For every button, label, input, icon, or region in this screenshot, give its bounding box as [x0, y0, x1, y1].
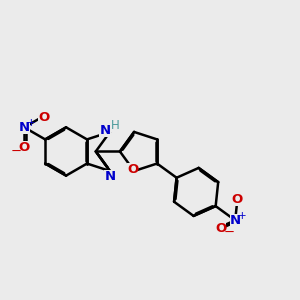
Text: +: + [238, 211, 247, 221]
Text: N: N [104, 170, 116, 183]
Text: O: O [232, 194, 243, 206]
Text: O: O [127, 163, 138, 176]
Text: N: N [19, 121, 30, 134]
Text: O: O [19, 141, 30, 154]
Text: O: O [215, 222, 226, 235]
Text: +: + [27, 118, 36, 128]
Text: −: − [224, 226, 235, 239]
Text: N: N [230, 214, 241, 227]
Text: O: O [38, 111, 49, 124]
Text: H: H [111, 119, 120, 132]
Text: −: − [11, 145, 22, 158]
Text: N: N [99, 124, 110, 137]
